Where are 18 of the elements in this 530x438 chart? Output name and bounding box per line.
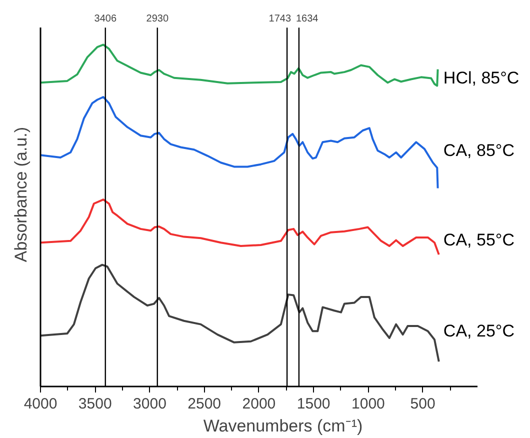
series-label: CA, 55°C xyxy=(443,230,514,250)
x-axis-title: Wavenumbers (cm⁻¹) xyxy=(203,416,363,436)
x-tick-label: 4000 xyxy=(24,396,58,412)
x-tick-label: 500 xyxy=(410,396,436,412)
x-tick-label: 3500 xyxy=(78,396,112,412)
ref-line-label: 3406 xyxy=(94,14,117,25)
series-label: CA, 85°C xyxy=(443,141,514,160)
x-tick-label: 2500 xyxy=(188,396,222,412)
x-tick-label: 1500 xyxy=(296,396,330,412)
x-tick-label: 2000 xyxy=(242,396,276,412)
ref-line-label: 2930 xyxy=(146,14,169,25)
ref-line-label: 1634 xyxy=(296,14,319,25)
y-axis-title: Absorbance (a.u.) xyxy=(12,126,30,262)
series-label: HCl, 85°C xyxy=(443,68,520,88)
ref-line-label: 1743 xyxy=(268,14,292,25)
x-tick-label: 1000 xyxy=(352,396,385,412)
series-label: CA, 25°C xyxy=(443,322,514,341)
x-tick-label: 3000 xyxy=(133,396,166,412)
